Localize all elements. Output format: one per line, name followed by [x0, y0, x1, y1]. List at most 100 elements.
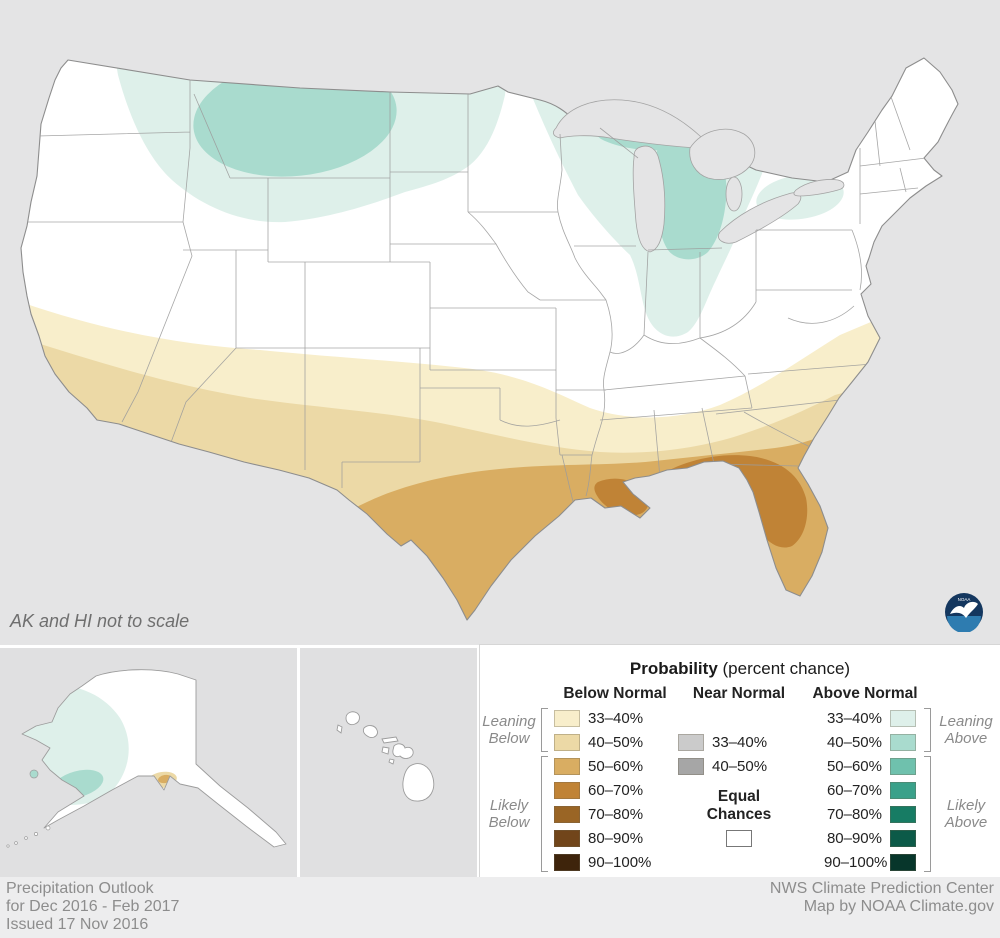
- lake-ontario: [793, 179, 845, 197]
- near-normal-header: Near Normal: [692, 685, 786, 702]
- legend-row: 60–70%: [824, 778, 916, 802]
- legend-row: 70–80%: [554, 802, 651, 826]
- footer-right: NWS Climate Prediction Center Map by NOA…: [770, 880, 994, 916]
- above-normal-header: Above Normal: [812, 685, 918, 702]
- noaa-gull-icon: [950, 601, 978, 618]
- legend-row-label: 50–60%: [826, 757, 882, 775]
- hawaii-inset-svg: [300, 648, 477, 877]
- legend-row: 80–90%: [824, 826, 916, 850]
- island-maui: [392, 743, 414, 759]
- alaska-island: [29, 769, 39, 779]
- leaning-above-bracket: [924, 708, 931, 752]
- legend-swatch: [554, 709, 580, 727]
- leaning-below-bracket: [541, 708, 548, 752]
- legend-swatch: [554, 781, 580, 799]
- legend-row: 33–40%: [554, 706, 651, 730]
- legend-panel: Probability (percent chance) Below Norma…: [479, 644, 1000, 878]
- legend-row: 40–50%: [678, 754, 767, 778]
- legend-row-label: 80–90%: [826, 829, 882, 847]
- lake-stclair: [725, 176, 743, 212]
- footer-period: for Dec 2016 - Feb 2017: [6, 898, 180, 915]
- footer-credit: Map by NOAA Climate.gov: [803, 898, 994, 915]
- legend-swatch: [890, 805, 916, 823]
- legend-title: Probability (percent chance): [480, 659, 1000, 679]
- hawaii-inset: [300, 645, 480, 877]
- leaning-below-label: Leaning Below: [482, 713, 536, 747]
- legend-row-label: 70–80%: [826, 805, 882, 823]
- footer-title: Precipitation Outlook: [6, 880, 154, 897]
- legend-swatch: [554, 757, 580, 775]
- footer-source: NWS Climate Prediction Center: [769, 880, 994, 897]
- legend-row-label: 40–50%: [588, 733, 644, 751]
- below-normal-rows: 33–40% 40–50% 50–60% 60–70% 70–80% 80–90% 90–1…: [554, 706, 651, 874]
- alaska-inset-svg: [0, 648, 297, 877]
- hawaiian-islands: [336, 711, 435, 802]
- lake-michigan: [632, 145, 666, 253]
- legend-row: 90–100%: [554, 850, 651, 874]
- legend-row: 33–40%: [824, 706, 916, 730]
- footer-left: Precipitation Outlook for Dec 2016 - Feb…: [6, 880, 179, 934]
- island-molokai: [381, 736, 399, 744]
- leaning-above-label: Leaning Above: [939, 713, 993, 747]
- legend-swatch: [890, 757, 916, 775]
- island-lanai: [381, 746, 390, 755]
- noaa-logo-text: NOAA: [958, 597, 971, 602]
- legend-swatch: [890, 709, 916, 727]
- lake-erie: [718, 192, 802, 244]
- legend-row-label: 90–100%: [588, 853, 652, 871]
- legend-row-label: 50–60%: [588, 757, 644, 775]
- conus-map-svg: [20, 57, 959, 621]
- state-boundaries: [26, 80, 927, 507]
- alaska-inset: [0, 645, 300, 877]
- legend-swatch: [890, 733, 916, 751]
- map-scale-note: AK and HI not to scale: [10, 611, 190, 631]
- island-kahoolawe: [388, 758, 395, 765]
- island-hawaii: [402, 763, 435, 802]
- legend-swatch: [678, 757, 704, 775]
- equal-chances-swatch: [726, 830, 752, 847]
- legend-row-label: 33–40%: [712, 733, 768, 751]
- legend-title-rest: (percent chance): [717, 659, 851, 678]
- legend-row: 40–50%: [554, 730, 651, 754]
- equal-chances-label: Equal Chances: [706, 788, 772, 823]
- legend-row: 40–50%: [824, 730, 916, 754]
- footer: Precipitation Outlook for Dec 2016 - Feb…: [0, 877, 1000, 938]
- likely-above-bracket: [924, 756, 931, 872]
- legend-swatch: [890, 829, 916, 847]
- legend-row-label: 60–70%: [826, 781, 882, 799]
- conus-map: AK and HI not to scale NOAA: [10, 57, 983, 632]
- island-niihau: [336, 724, 343, 734]
- noaa-logo: NOAA: [945, 593, 983, 632]
- legend-row-label: 33–40%: [826, 709, 882, 727]
- legend-row-label: 70–80%: [588, 805, 644, 823]
- below-normal-header: Below Normal: [563, 685, 667, 702]
- legend-title-bold: Probability: [629, 659, 718, 678]
- legend-swatch: [890, 853, 916, 871]
- legend-row-label: 60–70%: [588, 781, 644, 799]
- island-oahu: [362, 725, 378, 738]
- legend-row: 33–40%: [678, 730, 767, 754]
- likely-above-label: Likely Above: [944, 797, 988, 831]
- legend-swatch: [678, 733, 704, 751]
- noaa-logo-sea: [947, 616, 981, 632]
- legend-row-label: 80–90%: [588, 829, 644, 847]
- great-lakes: [552, 99, 845, 253]
- above-normal-rows: 33–40% 40–50% 50–60% 60–70% 70–80% 80–90% 90–1…: [824, 706, 916, 874]
- legend-row-label: 40–50%: [826, 733, 882, 751]
- legend-row: 90–100%: [824, 850, 916, 874]
- footer-issued: Issued 17 Nov 2016: [6, 916, 149, 933]
- likely-below-label: Likely Below: [488, 797, 530, 831]
- hawaii-background: [300, 648, 477, 877]
- island-kauai: [345, 711, 360, 726]
- lake-huron: [689, 128, 756, 180]
- legend-swatch: [554, 829, 580, 847]
- legend-row-label: 90–100%: [824, 853, 888, 871]
- legend-row: 50–60%: [824, 754, 916, 778]
- near-normal-rows: 33–40% 40–50%: [678, 730, 767, 778]
- legend-row: 60–70%: [554, 778, 651, 802]
- legend-swatch: [554, 853, 580, 871]
- legend-swatch: [554, 733, 580, 751]
- legend-row: 70–80%: [824, 802, 916, 826]
- legend-row: 80–90%: [554, 826, 651, 850]
